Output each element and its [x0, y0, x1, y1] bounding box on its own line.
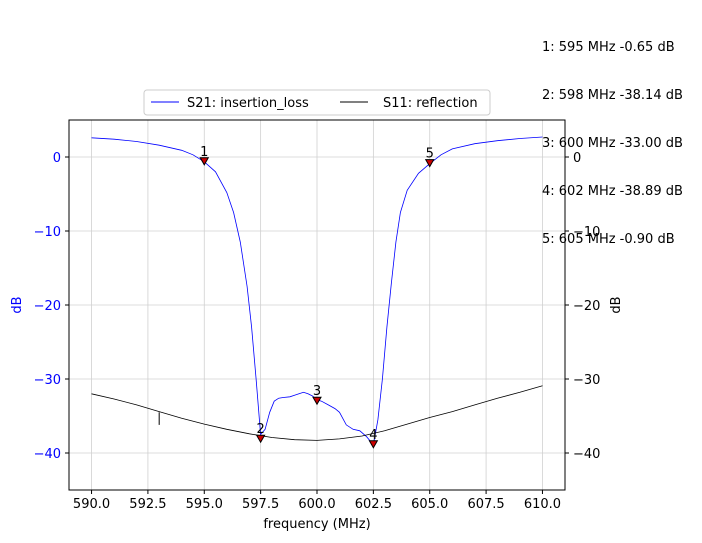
left-y-axis: 0 −10 −20 −30 −40: [34, 151, 69, 462]
right-y-axis-title: dB: [609, 296, 624, 313]
marker-triangle: [199, 157, 210, 166]
series-layer: [91, 136, 543, 446]
marker-readout: 1: 595 MHz -0.65 dB 2: 598 MHz -38.14 dB…: [542, 8, 683, 264]
series-line-s21: [91, 136, 543, 446]
marker-label: 3: [313, 384, 321, 399]
marker-label: 1: [200, 145, 208, 160]
right-y-tick-label: −30: [573, 373, 600, 388]
right-y-tick-label: 0: [573, 151, 581, 166]
marker-readout-line: 5: 605 MHz -0.90 dB: [542, 232, 675, 247]
marker-triangle: [368, 440, 379, 449]
x-axis: 590.0 592.5 595.0 597.5 600.0 602.5 605.0 607.5…: [73, 490, 561, 512]
left-y-axis-title: dB: [10, 296, 25, 313]
marker-readout-line: 4: 602 MHz -38.89 dB: [542, 184, 683, 199]
marker-readout-line: 1: 595 MHz -0.65 dB: [542, 40, 675, 55]
marker-triangle: [424, 159, 435, 168]
x-tick-label: 595.0: [186, 497, 223, 512]
marker-label: 4: [369, 428, 377, 443]
marker-label: 5: [426, 147, 434, 162]
marker-label: 2: [256, 422, 264, 437]
left-y-tick-label: 0: [53, 151, 61, 166]
marker-readout-line: 2: 598 MHz -38.14 dB: [542, 88, 683, 103]
x-tick-label: 600.0: [298, 497, 335, 512]
left-y-tick-label: −20: [34, 299, 61, 314]
right-y-tick-label: −10: [573, 225, 600, 240]
x-tick-label: 597.5: [242, 497, 279, 512]
x-tick-label: 605.0: [411, 497, 448, 512]
x-tick-label: 602.5: [355, 497, 392, 512]
grid-lines: [69, 120, 565, 490]
marker-readout-line: 3: 600 MHz -33.00 dB: [542, 136, 683, 151]
left-y-tick-label: −40: [34, 447, 61, 462]
x-axis-title: frequency (MHz): [263, 517, 370, 532]
legend-label-s21: S21: insertion_loss: [187, 96, 309, 111]
legend-label-s11: S11: reflection: [383, 96, 478, 111]
markers-layer: 1 2 3 4 5: [199, 145, 435, 449]
right-y-tick-label: −40: [573, 447, 600, 462]
left-y-tick-label: −30: [34, 373, 61, 388]
series-line-s11: [91, 385, 543, 441]
x-tick-label: 607.5: [467, 497, 504, 512]
marker-triangle: [255, 434, 266, 444]
marker-triangle: [312, 396, 322, 406]
x-tick-label: 590.0: [73, 497, 110, 512]
right-y-axis: 0 −10 −20 −30 −40: [565, 151, 600, 462]
x-tick-label: 592.5: [129, 497, 166, 512]
legend: S21: insertion_loss S11: reflection: [143, 89, 491, 116]
x-tick-label: 610.0: [524, 497, 561, 512]
right-y-tick-label: −20: [573, 299, 600, 314]
left-y-tick-label: −10: [34, 225, 61, 240]
legend-box: [143, 89, 491, 116]
